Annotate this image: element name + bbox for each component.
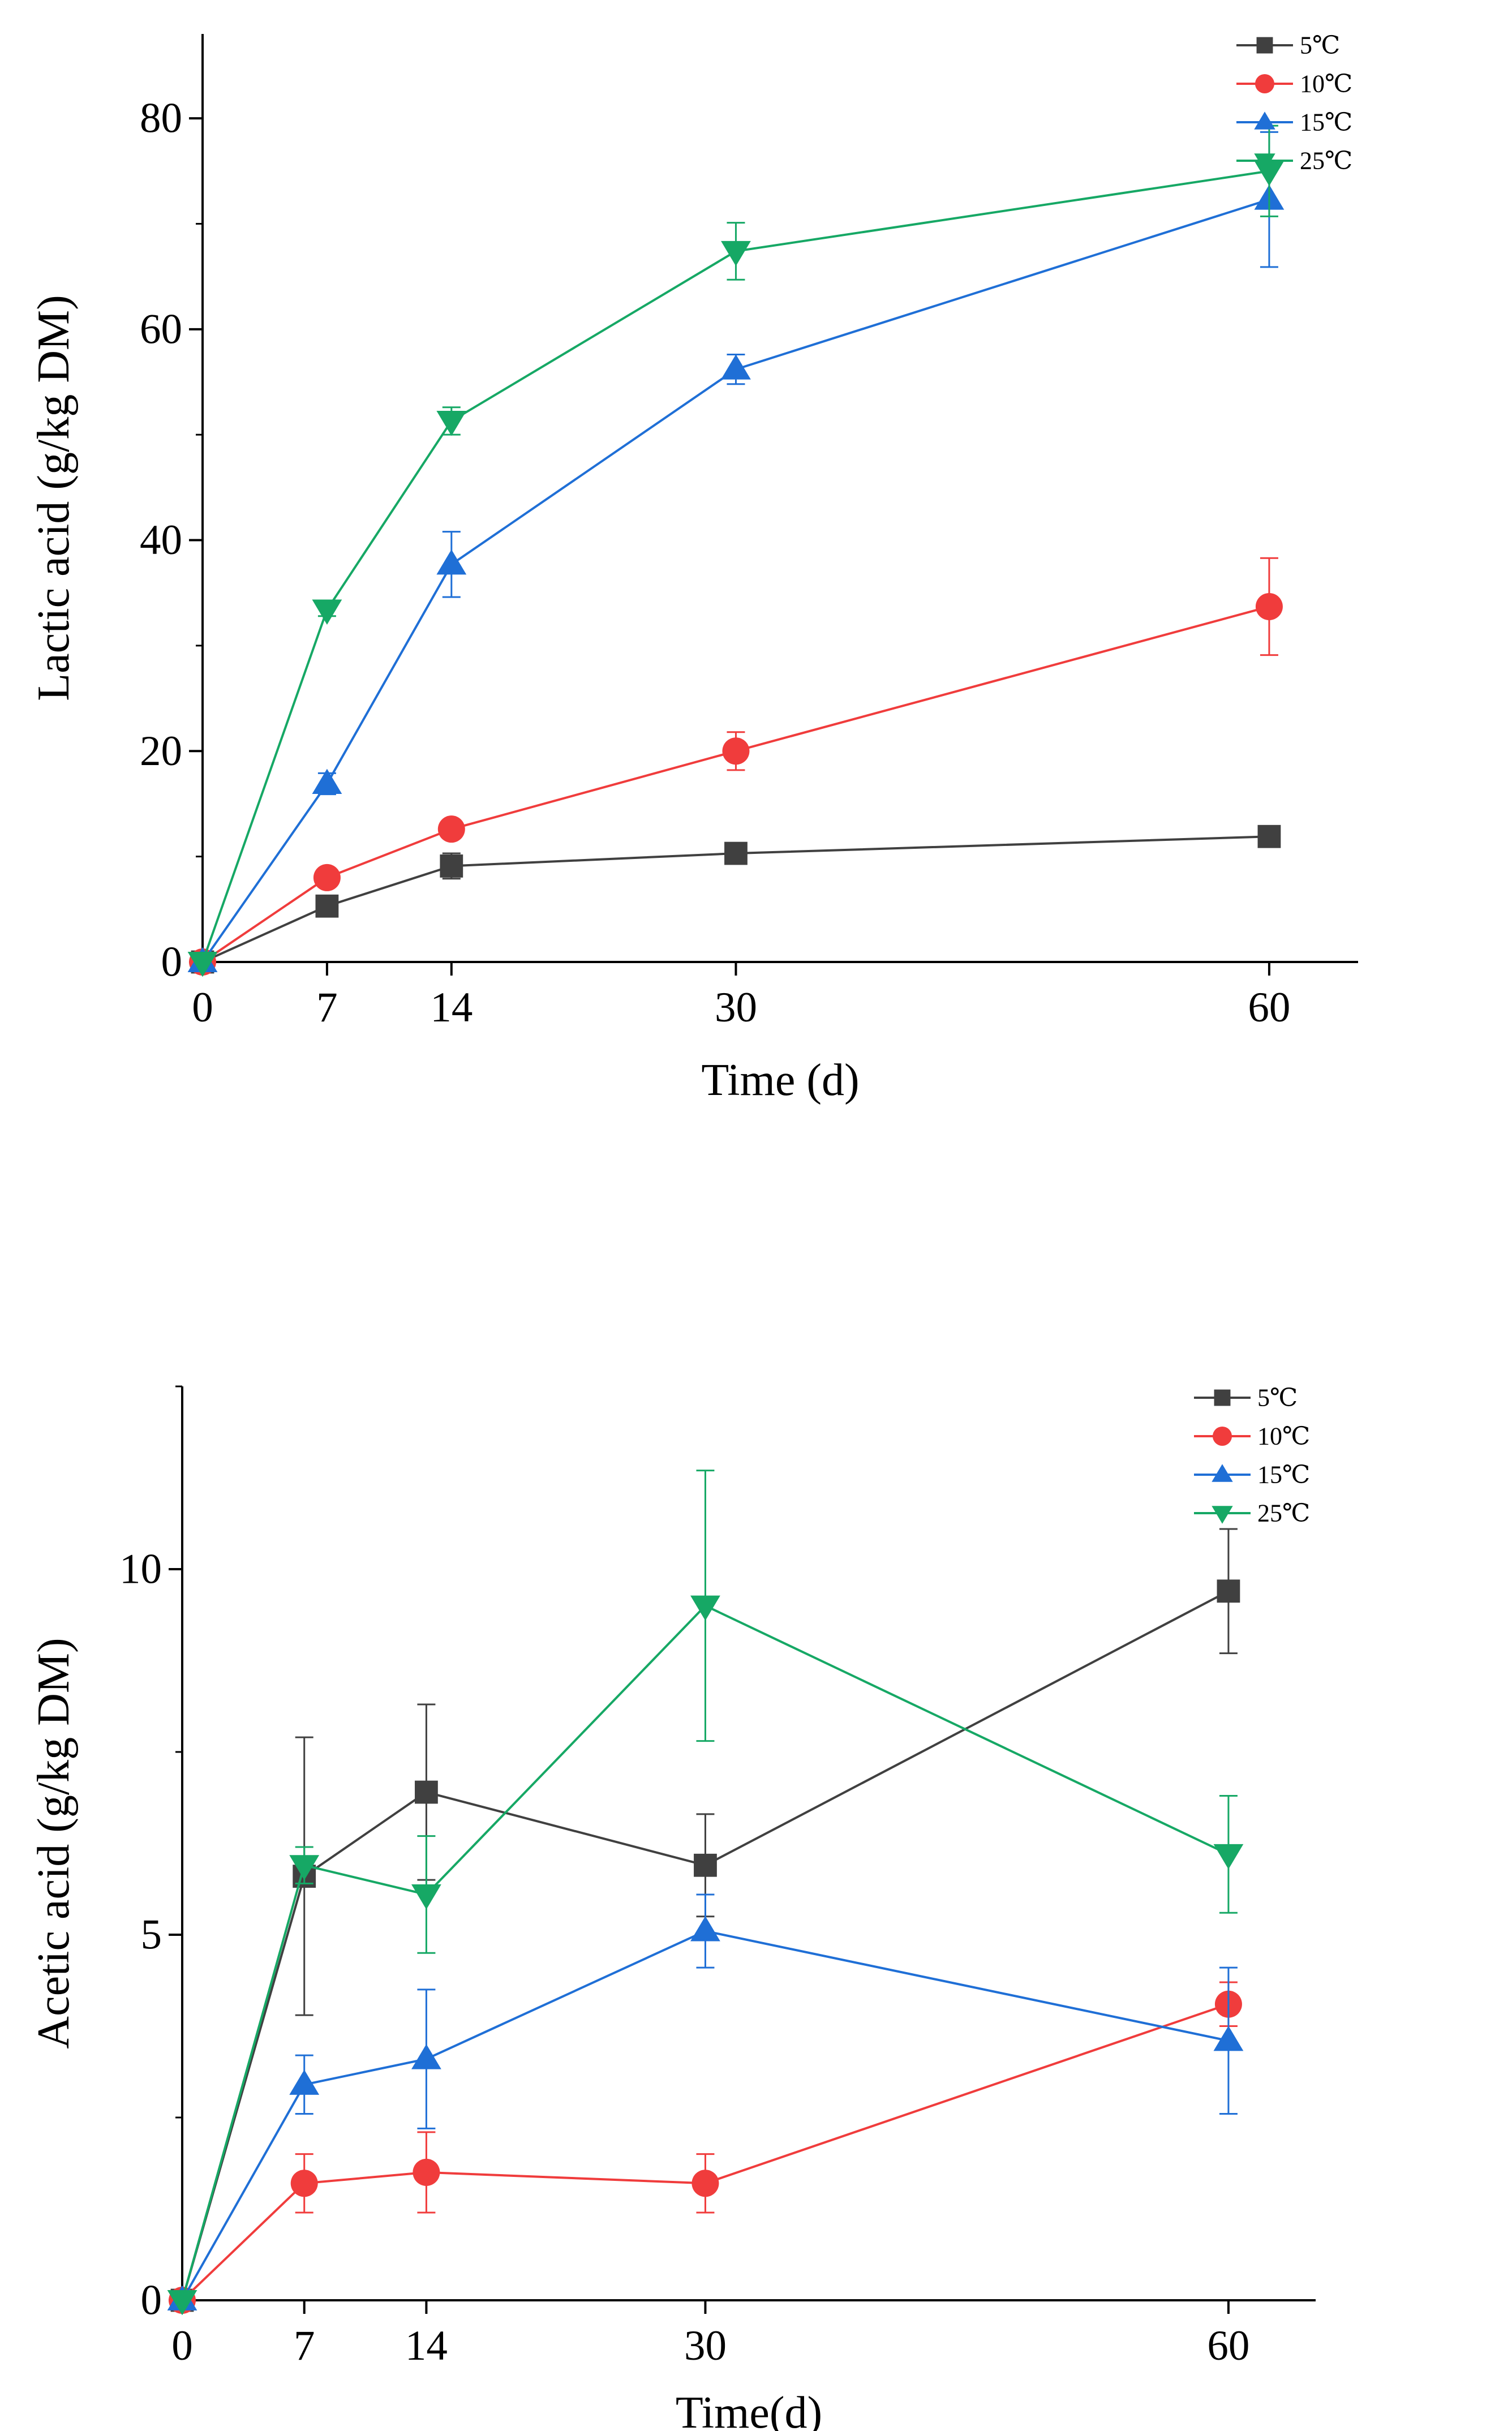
series-3 <box>167 1470 1244 2316</box>
data-point <box>724 841 748 865</box>
legend-marker <box>1213 1427 1232 1446</box>
data-point <box>437 815 465 843</box>
x-axis-title: Time (d) <box>701 1055 859 1105</box>
legend-label: 5℃ <box>1257 1384 1298 1412</box>
x-tick-label: 30 <box>715 984 757 1031</box>
data-point <box>289 1855 320 1880</box>
y-tick-label: 80 <box>140 95 182 142</box>
data-point <box>413 2158 440 2186</box>
data-point <box>1213 2025 1244 2051</box>
data-point <box>415 1780 438 1804</box>
data-point <box>436 549 467 575</box>
data-point <box>440 854 463 878</box>
legend-marker <box>1212 1506 1233 1524</box>
legend-label: 10℃ <box>1257 1423 1310 1450</box>
legend: 5℃ 10℃ 15℃ 25℃ <box>1236 32 1352 175</box>
legend-label: 10℃ <box>1300 70 1352 98</box>
legend-marker <box>1254 153 1275 171</box>
data-point <box>1255 592 1283 620</box>
data-point <box>691 2170 719 2197</box>
legend-marker <box>1255 74 1274 93</box>
data-point <box>411 1884 441 1910</box>
y-tick-label: 60 <box>140 306 182 353</box>
x-tick-label: 60 <box>1207 2322 1249 2369</box>
y-tick-label: 10 <box>119 1546 162 1593</box>
legend-label: 25℃ <box>1300 147 1352 175</box>
series-line <box>181 2003 1229 2301</box>
y-tick-label: 0 <box>161 939 183 986</box>
legend: 5℃ 10℃ 15℃ 25℃ <box>1194 1384 1310 1527</box>
y-tick-label: 0 <box>141 2277 162 2324</box>
legend-label: 15℃ <box>1257 1461 1310 1489</box>
legend-label: 15℃ <box>1300 109 1352 136</box>
data-point <box>721 240 751 267</box>
legend-label: 25℃ <box>1257 1500 1310 1527</box>
x-tick-label: 0 <box>192 984 213 1031</box>
data-point <box>187 952 218 977</box>
series-1 <box>169 1981 1242 2314</box>
legend-marker <box>1212 1464 1233 1482</box>
y-axis-title: Acetic acid (g/kg DM) <box>29 1638 79 2048</box>
x-tick-label: 0 <box>171 2322 193 2369</box>
data-point <box>721 354 751 380</box>
data-point <box>315 894 339 918</box>
data-point <box>1217 1579 1240 1603</box>
series-line <box>201 605 1270 963</box>
x-tick-label: 30 <box>684 2322 727 2369</box>
lactic-acid-chart: 0 20 40 60 80 0 7 14 30 60 Time (d) Lactic acid (g/… <box>29 32 1358 1105</box>
data-point <box>312 768 342 794</box>
x-tick-label: 7 <box>316 984 338 1031</box>
data-point <box>722 737 750 765</box>
series-2 <box>167 1893 1244 2310</box>
legend-marker <box>1214 1389 1231 1406</box>
data-point <box>312 599 342 625</box>
series-line <box>181 1930 1229 2301</box>
x-tick-label: 14 <box>430 984 472 1031</box>
data-point <box>1254 161 1285 186</box>
data-point <box>436 410 467 436</box>
data-point <box>690 1916 720 1942</box>
series-3 <box>187 124 1285 977</box>
data-point <box>290 2170 318 2197</box>
data-point <box>289 2069 320 2095</box>
x-tick-label: 14 <box>405 2322 448 2369</box>
x-axis-title: Time(d) <box>676 2388 822 2431</box>
legend-label: 5℃ <box>1300 32 1340 59</box>
data-point <box>313 864 341 891</box>
legend-marker <box>1256 37 1273 54</box>
y-tick-label: 20 <box>140 728 182 775</box>
data-point <box>411 2044 441 2069</box>
data-point <box>1257 824 1281 848</box>
series-0 <box>191 824 1281 974</box>
y-tick-label: 5 <box>141 1912 162 1958</box>
y-tick-label: 40 <box>140 517 182 564</box>
x-tick-label: 7 <box>294 2322 315 2369</box>
series-1 <box>189 557 1283 976</box>
y-axis-title: Lactic acid (g/kg DM) <box>29 295 79 701</box>
data-point <box>167 2290 197 2316</box>
acetic-acid-chart: 0 5 10 0 7 14 30 60 Time(d) Acetic acid (g/kg DM)… <box>29 1384 1316 2431</box>
data-point <box>1213 1844 1244 1870</box>
x-tick-label: 60 <box>1248 984 1290 1031</box>
data-point <box>694 1853 717 1877</box>
data-point <box>690 1595 720 1621</box>
legend-marker <box>1254 111 1275 130</box>
